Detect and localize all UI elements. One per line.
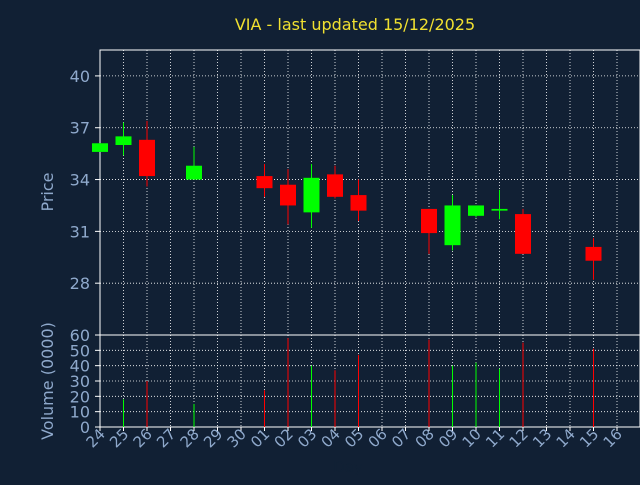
- candle-body: [139, 139, 155, 177]
- x-tick-label: 03: [294, 425, 320, 451]
- x-tick-label: 02: [271, 425, 297, 451]
- x-tick-label: 13: [529, 425, 555, 451]
- volume-tick-label: 40: [70, 357, 90, 376]
- candle-body: [92, 143, 108, 152]
- x-tick-label: 07: [388, 425, 414, 451]
- x-tick-label: 12: [506, 425, 532, 451]
- x-tick-label: 06: [365, 425, 391, 451]
- volume-tick-label: 30: [70, 372, 90, 391]
- x-axis-label: Day: [333, 458, 363, 476]
- x-tick-label: 08: [412, 425, 438, 451]
- x-tick-label: 05: [341, 425, 367, 451]
- candle-body: [327, 174, 343, 197]
- x-tick-label: 14: [553, 425, 579, 451]
- price-tick-label: 40: [70, 67, 90, 86]
- x-tick-label: 30: [224, 425, 250, 451]
- price-tick-label: 28: [70, 274, 90, 293]
- x-tick-label: 16: [600, 425, 626, 451]
- candle-body: [515, 214, 531, 254]
- volume-tick-label: 10: [70, 403, 90, 422]
- candle-body: [491, 208, 508, 211]
- candle-body: [468, 205, 484, 216]
- x-tick-label: 27: [153, 425, 179, 451]
- x-tick-label: 11: [482, 425, 508, 451]
- candle-body: [421, 208, 437, 234]
- x-tick-label: 28: [177, 425, 203, 451]
- candle-body: [444, 205, 461, 246]
- x-tick-label: 25: [106, 425, 132, 451]
- candle-body: [186, 165, 202, 180]
- candle-body: [115, 136, 132, 145]
- candle-body: [280, 184, 296, 206]
- chart-title: VIA - last updated 15/12/2025: [235, 15, 475, 34]
- candle-body: [303, 177, 320, 213]
- x-tick-label: 01: [247, 425, 273, 451]
- x-tick-label: 29: [200, 425, 226, 451]
- volume-tick-label: 0: [80, 418, 90, 437]
- candle-body: [256, 176, 273, 189]
- volume-tick-label: 60: [70, 326, 90, 345]
- volume-tick-label: 20: [70, 387, 90, 406]
- price-tick-label: 31: [70, 222, 90, 241]
- x-tick-label: 09: [435, 425, 461, 451]
- x-tick-label: 15: [576, 425, 602, 451]
- volume-tick-label: 50: [70, 341, 90, 360]
- price-tick-label: 37: [70, 119, 90, 138]
- x-tick-label: 04: [318, 425, 344, 451]
- candle-body: [350, 195, 367, 211]
- price-tick-label: 34: [70, 171, 90, 190]
- candle-body: [585, 246, 602, 261]
- x-tick-label: 10: [459, 425, 485, 451]
- price-axis-label: Price: [38, 172, 57, 211]
- x-tick-label: 26: [130, 425, 156, 451]
- volume-axis-label: Volume (0000): [38, 322, 57, 440]
- price-panel-frame: [99, 49, 640, 336]
